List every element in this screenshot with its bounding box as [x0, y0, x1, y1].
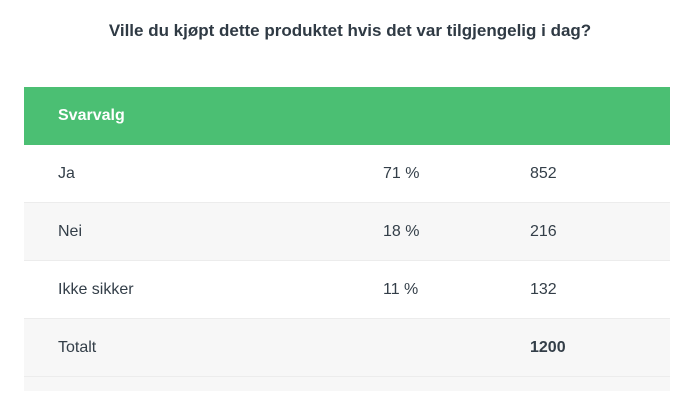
table-row: Nei 18 % 216: [24, 203, 670, 261]
row-label: Ja: [58, 165, 75, 182]
header-answer-choices: Svarvalg: [58, 107, 125, 124]
row-count: 852: [530, 165, 557, 182]
row-count: 216: [530, 223, 557, 240]
total-label: Totalt: [58, 339, 97, 356]
row-percent: 71 %: [383, 165, 420, 182]
row-percent: 18 %: [383, 223, 420, 240]
row-label: Nei: [58, 223, 83, 240]
table-row: Ja 71 % 852: [24, 145, 670, 203]
table-header: Svarvalg: [24, 87, 670, 145]
results-table: Svarvalg Ja 71 % 852 Nei 18 % 216 Ikke s…: [24, 87, 670, 391]
row-count: 132: [530, 281, 557, 298]
row-percent: 11 %: [383, 281, 419, 298]
table-footer-stripe: [24, 377, 670, 391]
table-row: Ikke sikker 11 % 132: [24, 261, 670, 319]
row-label: Ikke sikker: [58, 281, 134, 298]
total-row: Totalt 1200: [24, 319, 670, 377]
total-count: 1200: [530, 339, 566, 356]
question-title: Ville du kjøpt dette produktet hvis det …: [108, 21, 592, 40]
